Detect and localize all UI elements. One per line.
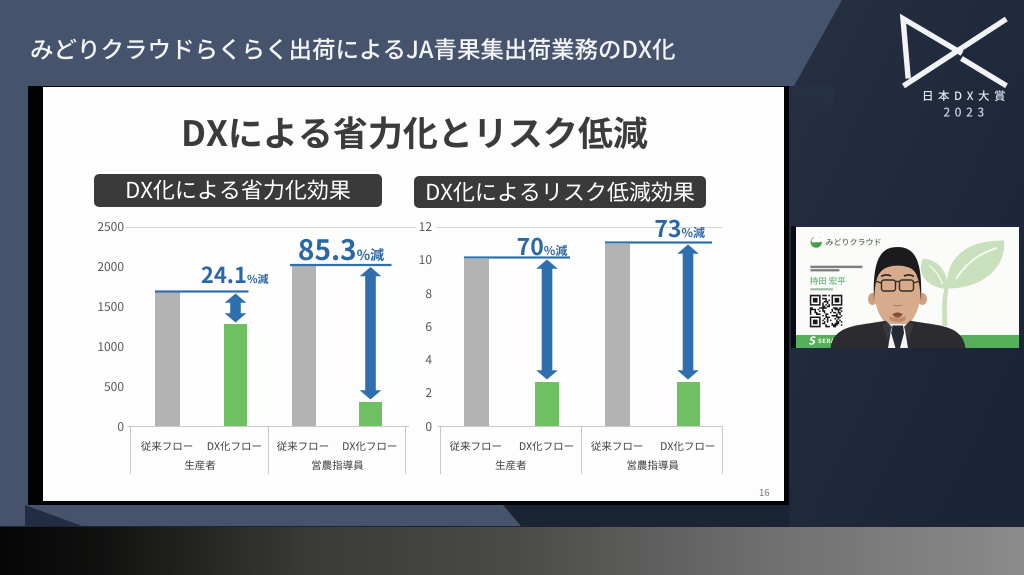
svg-text:SERAKU: SERAKU [818, 336, 845, 345]
svg-text:2023: 2023 [943, 104, 988, 121]
svg-text:持田 宏平: 持田 宏平 [809, 275, 845, 287]
svg-text:日本DX大賞: 日本DX大賞 [922, 88, 1010, 104]
svg-text:みどりクラウド: みどりクラウド [825, 237, 881, 248]
svg-text:S: S [808, 332, 816, 348]
